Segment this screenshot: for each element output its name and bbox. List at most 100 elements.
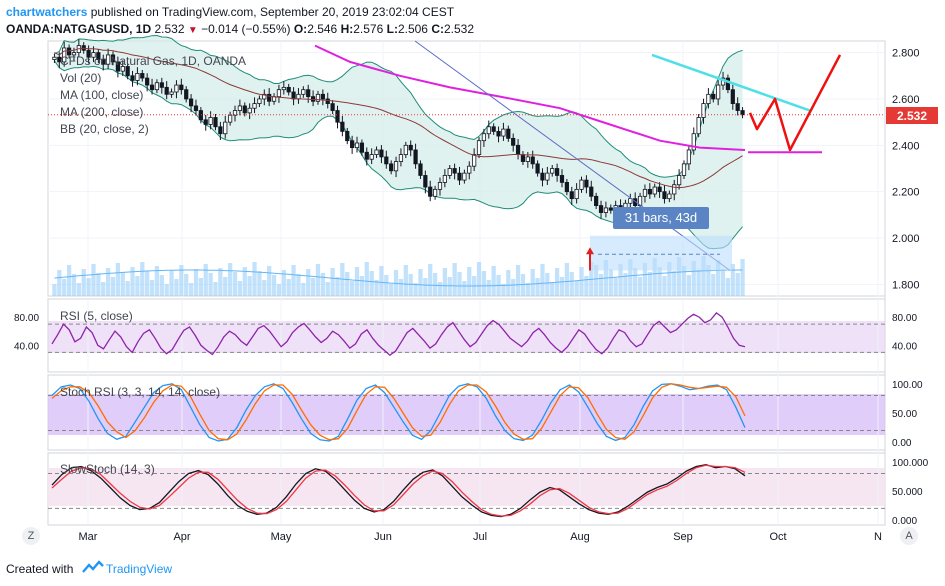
volume-bar — [613, 278, 618, 296]
slowstoch-label[interactable]: SlowStoch (14, 3) — [60, 462, 155, 476]
high-label: H: — [340, 22, 354, 36]
candle-body — [472, 154, 477, 167]
volume-bar — [637, 277, 643, 296]
volume-bar — [735, 273, 740, 296]
volume-bar — [667, 262, 672, 296]
candle-body — [408, 144, 413, 151]
candle-body — [574, 188, 579, 200]
candle-body — [340, 121, 345, 132]
volume-bar — [184, 274, 189, 296]
volume-bar — [218, 268, 223, 296]
candle-body — [677, 175, 682, 186]
candle-body — [579, 179, 584, 190]
osc-tick-label: 0.000 — [892, 516, 917, 527]
low-value: 2.506 — [397, 22, 428, 36]
volume-bar — [52, 284, 57, 296]
candle-body — [628, 198, 633, 204]
volume-bar — [364, 262, 369, 296]
candle-body — [515, 144, 521, 155]
volume-bar — [501, 284, 506, 296]
volume-bar — [545, 273, 550, 296]
volume-bar — [286, 279, 291, 296]
rsi-band — [48, 321, 885, 353]
candle-body — [413, 149, 418, 165]
zoom-button[interactable]: Z — [22, 527, 40, 545]
volume-bar — [81, 269, 86, 296]
candle-body — [57, 56, 62, 63]
volume-bar — [320, 273, 325, 296]
volume-bar — [101, 282, 106, 296]
chart-header: chartwatchers published on TradingView.c… — [0, 0, 945, 40]
tradingview-brand[interactable]: TradingView — [106, 562, 173, 576]
candle-body — [237, 105, 242, 111]
volume-bar — [359, 276, 365, 296]
published-text: published on TradingView.com, September … — [90, 5, 455, 19]
candle-body — [667, 193, 672, 200]
volume-bar — [398, 279, 404, 296]
candle-body — [696, 117, 701, 135]
candle-body — [652, 186, 657, 195]
candle-body — [384, 156, 389, 165]
legend-item-ma100[interactable]: MA (100, close) — [60, 88, 143, 102]
candle-body — [716, 84, 721, 100]
low-label: L: — [386, 22, 398, 36]
legend-title[interactable]: CFDs on Natural Gas, 1D, OANDA — [60, 54, 246, 68]
high-value: 2.576 — [353, 22, 384, 36]
volume-bar — [437, 282, 443, 296]
auto-scale-button[interactable]: A — [900, 527, 918, 545]
candle-body — [520, 154, 526, 162]
candle-body — [257, 98, 262, 104]
ma200-line — [314, 44, 746, 151]
osc-line-K — [51, 464, 746, 518]
publisher-name[interactable]: chartwatchers — [6, 5, 88, 19]
volume-bar — [447, 277, 452, 296]
candle-body — [662, 191, 667, 200]
drawings — [48, 40, 885, 271]
volume-bar — [608, 269, 613, 296]
candle-body — [184, 89, 189, 100]
volume-bar — [369, 271, 374, 296]
oscillators — [48, 312, 885, 518]
symbol-label[interactable]: OANDA:NATGASUSD, 1D — [6, 22, 152, 36]
legend-item-bb[interactable]: BB (20, close, 2) — [60, 122, 149, 136]
stoch-rsi-label[interactable]: Stoch RSI (3, 3, 14, 14, close) — [60, 385, 220, 399]
measure-label: 31 bars, 43d — [625, 210, 697, 225]
candle-body — [418, 163, 423, 176]
change-value: −0.014 (−0.55%) — [201, 22, 291, 36]
legend-item-vol[interactable]: Vol (20) — [60, 71, 101, 85]
osc-tick-label: 100.000 — [892, 458, 929, 469]
chart-canvas[interactable]: 2.800 2.600 2.400 2.200 2.000 1.800 Mar Apr May J… — [0, 0, 945, 556]
volume-bar — [569, 272, 574, 296]
candle-body — [608, 207, 613, 211]
osc-line-RSI — [51, 312, 746, 357]
x-tick-label: Jun — [374, 531, 392, 543]
rsi-label[interactable]: RSI (5, close) — [60, 309, 133, 323]
candle-body — [555, 168, 560, 176]
volume-bar — [686, 275, 692, 296]
volume-bar — [730, 264, 735, 296]
candle-body — [223, 121, 228, 135]
candle-body — [252, 103, 257, 109]
price-tag — [886, 107, 938, 124]
candle-body — [291, 91, 296, 100]
candle-body — [437, 182, 443, 190]
candle-body — [701, 103, 706, 118]
candle-body — [140, 73, 145, 79]
x-tick-label: Jul — [473, 531, 487, 543]
candle-body — [149, 84, 155, 91]
legend-item-ma200[interactable]: MA (200, close) — [60, 105, 143, 119]
candle-body — [481, 133, 487, 142]
volume-bar — [676, 257, 682, 296]
made-with-text: Created with — [6, 562, 74, 576]
candle-body — [101, 59, 106, 65]
volume-bar — [325, 282, 330, 296]
y-tick-label: 2.200 — [892, 187, 920, 199]
volume-bar — [354, 267, 360, 296]
candle-body — [506, 128, 511, 139]
candle-body — [740, 110, 745, 116]
volume-bar — [262, 280, 267, 296]
candle-body — [71, 52, 77, 56]
candle-body — [86, 49, 91, 58]
volume-bar — [169, 270, 174, 296]
candle-body — [657, 186, 662, 193]
